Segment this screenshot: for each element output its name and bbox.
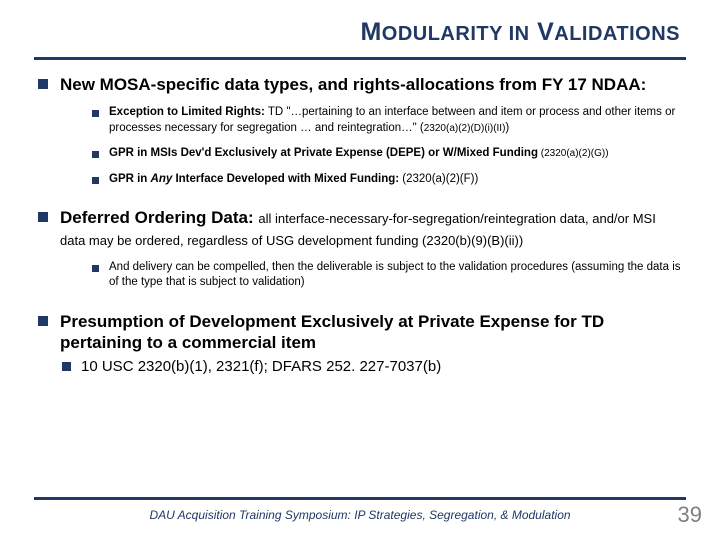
square-bullet-icon <box>38 79 48 89</box>
bullet-2: Deferred Ordering Data: all interface-ne… <box>38 207 682 250</box>
content-area: New MOSA-specific data types, and rights… <box>34 74 686 377</box>
bullet-3-sub-text: 10 USC 2320(b)(1), 2321(f); DFARS 252. 2… <box>81 357 441 377</box>
bullet-1: New MOSA-specific data types, and rights… <box>38 74 682 95</box>
bullet-3-text: Presumption of Development Exclusively a… <box>60 311 682 354</box>
square-bullet-icon <box>92 265 99 272</box>
sub-bullet-2-text: GPR in MSIs Dev'd Exclusively at Private… <box>109 146 609 162</box>
footer-text: DAU Acquisition Training Symposium: IP S… <box>0 508 720 522</box>
title-cap-1: M <box>360 18 381 46</box>
sub-bullet-1-text: Exception to Limited Rights: TD "…pertai… <box>109 105 682 136</box>
sub3-pre: GPR in <box>109 173 151 185</box>
sub1-bold: Exception to Limited Rights: <box>109 106 265 118</box>
square-bullet-icon <box>62 362 71 371</box>
sub-bullet-3: GPR in Any Interface Developed with Mixe… <box>92 172 682 188</box>
title-rule <box>34 57 686 60</box>
sub3-post: Interface Developed with Mixed Funding: <box>172 173 399 185</box>
sub1-close: ) <box>505 122 509 134</box>
title-part-2: ALIDATIONS <box>554 23 680 45</box>
sub2-bold: GPR in MSIs Dev'd Exclusively at Private… <box>109 147 538 159</box>
sub-bullet-2: GPR in MSIs Dev'd Exclusively at Private… <box>92 146 682 162</box>
sub-bullet-4-text: And delivery can be compelled, then the … <box>109 260 682 291</box>
sub3-ital: Any <box>151 173 173 185</box>
sub2-cite: (2320(a)(2)(G)) <box>538 148 609 159</box>
sub3-cite: (2320(a)(2)(F)) <box>399 173 478 185</box>
sub-bullet-4: And delivery can be compelled, then the … <box>92 260 682 291</box>
square-bullet-icon <box>38 316 48 326</box>
b2-lead: Deferred Ordering Data: <box>60 208 258 227</box>
bullet-2-text: Deferred Ordering Data: all interface-ne… <box>60 207 682 250</box>
sub-bullet-3-text: GPR in Any Interface Developed with Mixe… <box>109 172 478 188</box>
sub1-cite: 2320(a)(2)(D)(i)(II) <box>424 123 506 134</box>
bullet-1-text: New MOSA-specific data types, and rights… <box>60 74 646 95</box>
title-part-1: ODULARITY IN <box>382 23 530 45</box>
bullet-3-sub: 10 USC 2320(b)(1), 2321(f); DFARS 252. 2… <box>62 357 682 377</box>
footer-rule <box>34 497 686 500</box>
square-bullet-icon <box>92 151 99 158</box>
square-bullet-icon <box>92 110 99 117</box>
slide: MODULARITY IN VALIDATIONS New MOSA-speci… <box>0 0 720 540</box>
sub-bullet-1: Exception to Limited Rights: TD "…pertai… <box>92 105 682 136</box>
square-bullet-icon <box>38 212 48 222</box>
title-cap-2: V <box>537 18 554 46</box>
slide-title: MODULARITY IN VALIDATIONS <box>34 18 686 57</box>
bullet-3: Presumption of Development Exclusively a… <box>38 311 682 354</box>
square-bullet-icon <box>92 177 99 184</box>
page-number: 39 <box>678 502 702 528</box>
